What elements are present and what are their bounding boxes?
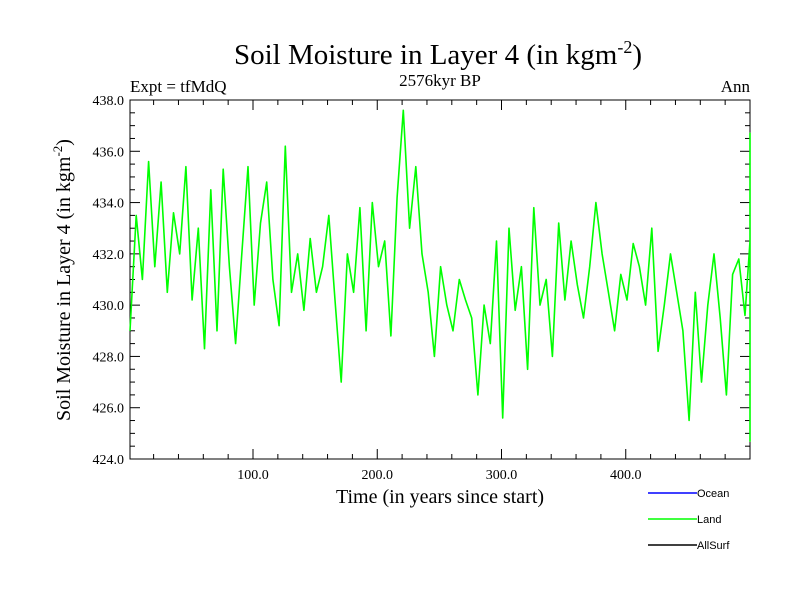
x-tick-label: 400.0 xyxy=(610,468,642,483)
chart-title-end: ) xyxy=(632,39,642,71)
y-axis-label: Soil Moisture in Layer 4 (in kgm-2) xyxy=(50,139,75,421)
legend-label-land: Land xyxy=(697,514,721,526)
chart-title-superscript: -2 xyxy=(617,37,632,57)
y-tick-label: 436.0 xyxy=(93,145,125,160)
legend-label-ocean: Ocean xyxy=(697,488,729,500)
legend-label-allsurf: AllSurf xyxy=(697,540,730,552)
season-label: Ann xyxy=(721,77,751,96)
chart-subtitle: 2576kyr BP xyxy=(399,71,481,90)
chart-title: Soil Moisture in Layer 4 (in kgm-2) xyxy=(234,37,642,71)
x-axis-ticks xyxy=(153,100,726,459)
y-axis-label-superscript: -2 xyxy=(50,146,65,157)
y-tick-label: 424.0 xyxy=(93,453,125,468)
y-axis-label-end: ) xyxy=(53,139,75,146)
legend: Ocean Land AllSurf xyxy=(648,488,730,552)
x-tick-label: 300.0 xyxy=(486,468,518,483)
series-line-land xyxy=(129,109,751,442)
x-tick-label: 100.0 xyxy=(237,468,269,483)
x-axis-tick-labels: 100.0 200.0 300.0 400.0 xyxy=(237,468,641,483)
y-tick-label: 434.0 xyxy=(93,197,125,212)
x-tick-label: 200.0 xyxy=(362,468,394,483)
y-tick-label: 438.0 xyxy=(93,94,125,109)
experiment-label: Expt = tfMdQ xyxy=(130,77,226,96)
y-tick-label: 426.0 xyxy=(93,402,125,417)
x-axis-label: Time (in years since start) xyxy=(336,486,544,508)
y-axis-ticks xyxy=(130,99,750,460)
y-axis-tick-labels: 424.0 426.0 428.0 430.0 432.0 434.0 436.0 438.0 xyxy=(93,94,125,468)
y-tick-label: 430.0 xyxy=(93,299,125,314)
y-tick-label: 432.0 xyxy=(93,248,125,263)
y-tick-label: 428.0 xyxy=(93,350,125,365)
